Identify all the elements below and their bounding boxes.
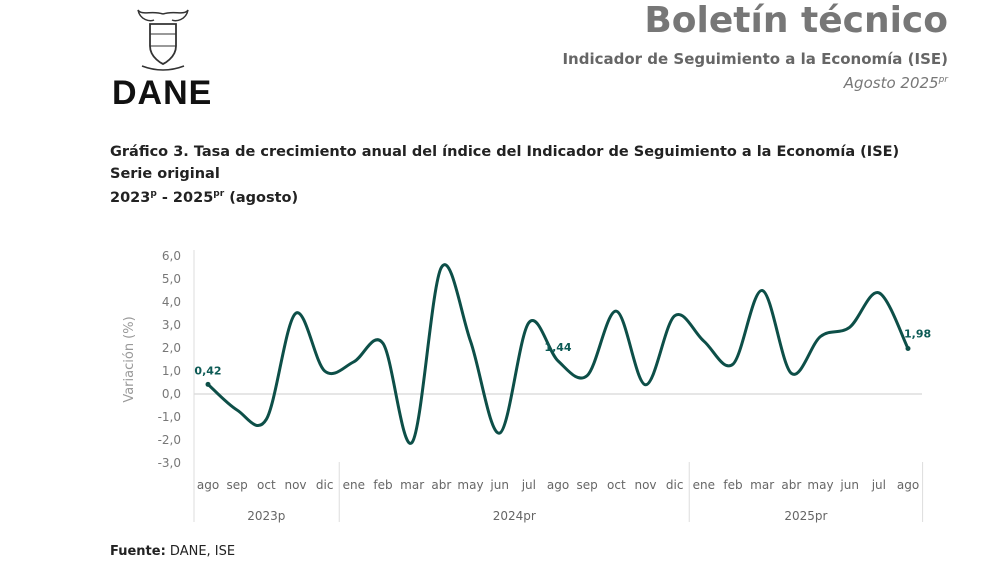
bulletin-title: Boletín técnico (644, 0, 948, 41)
chart-range: 2023p - 2025pr (agosto) (110, 189, 298, 206)
period-text: Agosto 2025 (843, 74, 939, 92)
data-point (205, 381, 211, 387)
x-tick-label: jul (521, 478, 536, 492)
y-tick-label: 3,0 (162, 318, 181, 332)
y-tick-label: 6,0 (162, 249, 181, 263)
data-label: 1,44 (544, 341, 571, 354)
x-tick-label: jun (839, 478, 859, 492)
coat-of-arms-logo (137, 9, 189, 71)
x-tick-label: abr (431, 478, 451, 492)
y-tick-label: 2,0 (162, 341, 181, 355)
x-tick-label: nov (634, 478, 656, 492)
dane-logo: DANE (112, 74, 213, 112)
range-note: (agosto) (224, 189, 299, 206)
group-label: 2023p (247, 509, 285, 523)
source-label: Fuente: (110, 544, 166, 559)
y-tick-label: 0,0 (162, 387, 181, 401)
group-label: 2024pr (493, 509, 536, 523)
range-start-sup: p (150, 189, 157, 199)
x-tick-label: oct (607, 478, 626, 492)
data-label: 1,98 (904, 327, 931, 340)
chart-subtitle: Serie original (110, 166, 220, 182)
period-sup: pr (938, 75, 948, 85)
x-tick-label: ago (197, 478, 219, 492)
x-tick-label: jun (489, 478, 509, 492)
group-label: 2025pr (784, 509, 827, 523)
y-tick-label: 5,0 (162, 272, 181, 286)
range-start: 2023 (110, 189, 151, 206)
chart-title: Gráfico 3. Tasa de crecimiento anual del… (110, 144, 900, 160)
x-tick-label: ene (693, 478, 715, 492)
x-tick-label: mar (750, 478, 774, 492)
bulletin-period: Agosto 2025pr (844, 74, 948, 92)
source-note: Fuente: DANE, ISE (110, 544, 235, 559)
y-tick-label: 1,0 (162, 364, 181, 378)
x-tick-label: may (457, 478, 483, 492)
x-tick-label: mar (400, 478, 424, 492)
data-label: 0,42 (194, 364, 221, 377)
x-tick-label: feb (723, 478, 742, 492)
range-end: - 2025 (156, 189, 214, 206)
x-tick-label: sep (227, 478, 248, 492)
y-axis-label: Variación (%) (122, 316, 137, 402)
source-text: DANE, ISE (165, 544, 236, 559)
x-tick-label: may (807, 478, 833, 492)
y-tick-label: -3,0 (158, 456, 181, 470)
x-tick-label: sep (577, 478, 598, 492)
x-tick-label: abr (781, 478, 801, 492)
x-tick-label: feb (373, 478, 392, 492)
x-tick-label: dic (666, 478, 684, 492)
x-tick-label: ago (547, 478, 569, 492)
bulletin-subtitle: Indicador de Seguimiento a la Economía (… (562, 50, 948, 68)
series-line (206, 263, 910, 445)
y-tick-label: 4,0 (162, 295, 181, 309)
data-point (905, 345, 911, 351)
x-tick-label: nov (284, 478, 306, 492)
x-tick-label: oct (257, 478, 276, 492)
x-tick-label: ene (343, 478, 365, 492)
x-tick-label: dic (316, 478, 334, 492)
x-tick-label: jul (871, 478, 886, 492)
x-tick-label: ago (897, 478, 919, 492)
y-tick-label: -1,0 (158, 410, 181, 424)
y-tick-label: -2,0 (158, 433, 181, 447)
range-end-sup: pr (213, 189, 225, 199)
